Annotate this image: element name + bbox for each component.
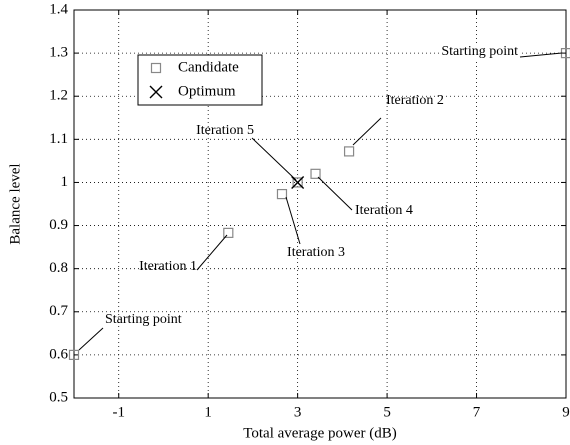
legend-marker — [149, 85, 163, 99]
leader-line — [352, 117, 382, 146]
point — [292, 177, 303, 188]
annotation: Iteration 2 — [386, 93, 444, 108]
y-tick-label: 0.6 — [49, 346, 68, 362]
annotation: Starting point — [441, 44, 518, 59]
leader-line — [251, 137, 297, 181]
legend-box — [137, 54, 263, 106]
annotation: Iteration 1 — [139, 259, 197, 274]
x-tick-label: 9 — [562, 404, 570, 420]
y-tick-label: 0.9 — [49, 217, 68, 233]
y-tick-label: 0.7 — [49, 303, 68, 319]
x-tick-label: 3 — [294, 404, 302, 420]
y-tick-label: 1.1 — [49, 131, 68, 147]
legend-marker — [150, 62, 162, 74]
y-tick-label: 1.3 — [49, 45, 68, 61]
x-tick-label: 7 — [473, 404, 481, 420]
point — [223, 227, 234, 238]
legend-label: Optimum — [178, 83, 236, 99]
y-tick-label: 0.5 — [49, 389, 68, 405]
y-tick-label: 1 — [61, 174, 69, 190]
point — [310, 168, 321, 179]
y-axis-label: Balance level — [7, 163, 23, 244]
annotation: Iteration 5 — [196, 123, 254, 138]
y-tick-label: 1.4 — [49, 1, 68, 17]
point — [343, 146, 355, 157]
leader-line — [78, 327, 104, 351]
x-axis-label: Total average power (dB) — [243, 425, 396, 441]
annotation-bg — [440, 44, 520, 60]
point — [276, 188, 288, 200]
y-tick-label: 0.8 — [49, 260, 68, 276]
x-tick-label: 5 — [383, 404, 391, 420]
legend-label: Candidate — [178, 59, 239, 75]
leader-line — [317, 176, 353, 211]
y-tick-label: 1.2 — [49, 88, 68, 104]
point — [68, 349, 80, 360]
annotation: Iteration 4 — [355, 203, 413, 218]
leader-line — [196, 234, 228, 271]
annotation: Iteration 3 — [287, 245, 345, 260]
x-tick-label: -1 — [112, 404, 125, 420]
annotation: Starting point — [105, 312, 182, 327]
plot-frame — [73, 9, 567, 399]
point — [291, 175, 305, 189]
leader-line — [519, 52, 563, 58]
x-tick-label: 1 — [204, 404, 212, 420]
leader-line — [285, 196, 301, 245]
